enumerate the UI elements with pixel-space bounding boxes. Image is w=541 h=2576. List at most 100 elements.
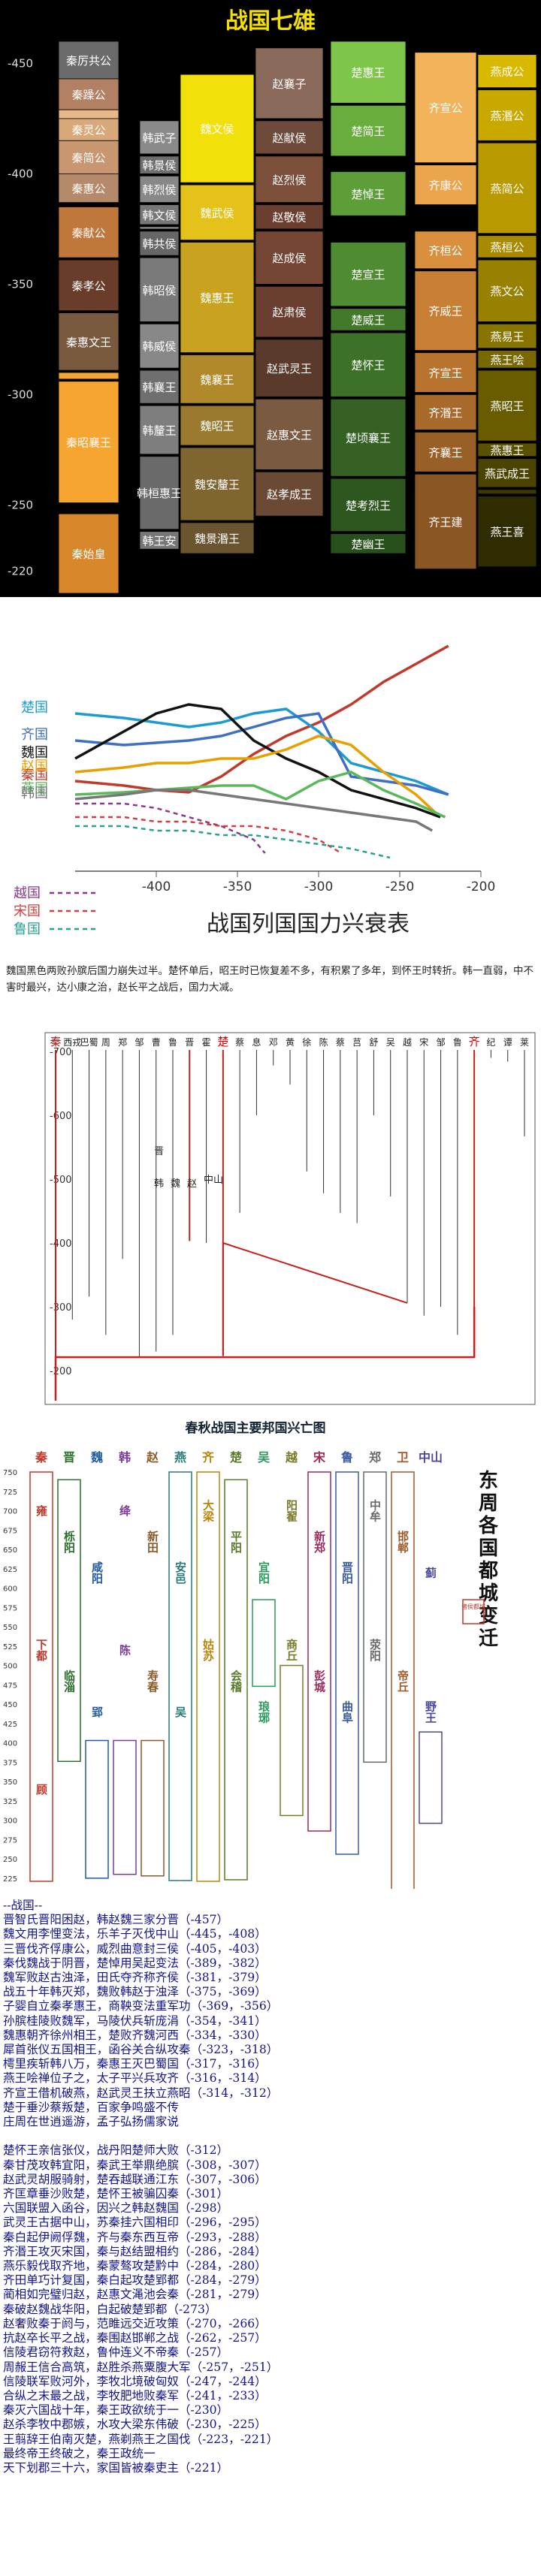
chart2-line-齐国 (74, 712, 449, 796)
chart4-state-卫: 卫 (391, 1450, 415, 1889)
chart3-state-label: 吴 (386, 1037, 395, 1048)
chart3-y-tick: -700 (50, 1047, 72, 1058)
capital-band (363, 1471, 387, 1763)
reign-bar (414, 473, 477, 570)
reign-bar (58, 41, 119, 80)
reign-bar (139, 323, 180, 369)
reign-label: 秦躁公 (71, 89, 105, 102)
capital-name: 姑苏 (201, 1638, 215, 1662)
chart4-y-tick: 550 (3, 1624, 17, 1632)
chart2-line-赵国 (74, 734, 437, 814)
reign-bar (58, 513, 119, 594)
reign-label: 秦昭襄王 (66, 436, 111, 450)
chart2-legend-韩国: 韩国 (21, 786, 48, 801)
reign-label: 燕易王 (490, 330, 524, 343)
capital-name: 大梁 (201, 1499, 215, 1523)
chart4-title-char: 城 (479, 1582, 498, 1605)
chart2-line-楚国 (74, 707, 449, 796)
chart4-state-楚: 楚 (224, 1450, 248, 1881)
chart2-line-魏国 (74, 703, 441, 819)
reign-label: 燕成公 (490, 65, 524, 79)
reign-label: 韩武子 (142, 131, 176, 145)
reign-bar (330, 478, 407, 532)
reign-label: 韩昭侯 (142, 284, 176, 297)
reign-label: 韩共侯 (142, 237, 176, 251)
chu-expansion-path (222, 1241, 408, 1356)
reign-label: 韩威侯 (142, 340, 176, 354)
capital-band (85, 1739, 109, 1879)
reign-bar (180, 74, 255, 183)
chart3-state-label: 齐 (469, 1035, 480, 1048)
reign-bar (477, 142, 537, 234)
chart3-state-label: 蔡 (336, 1037, 345, 1048)
reign-label: 秦简公 (71, 151, 105, 164)
reign-bar (477, 370, 537, 442)
reign-bar (414, 394, 477, 430)
reign-bar (330, 332, 407, 397)
capital-name: 安邑 (174, 1561, 187, 1585)
chart3-state-label: 宋 (419, 1036, 428, 1048)
chart4-state-晋: 晋 (57, 1450, 81, 1763)
reign-bar (255, 204, 324, 230)
chart4-y-tick: 575 (3, 1604, 17, 1612)
capital-name: 郢 (90, 1706, 104, 1718)
reign-bar (58, 372, 119, 380)
chart3-state-label: 越 (403, 1037, 412, 1048)
chart3-y-tick: -600 (50, 1111, 72, 1122)
chart4-y-tick: 675 (3, 1527, 17, 1535)
chart3-state-label: 鲁 (453, 1037, 462, 1048)
reign-label: 韩文侯 (142, 209, 176, 222)
chart4-state-label: 赵 (146, 1450, 159, 1464)
reign-label: 齐桓公 (428, 244, 462, 258)
reign-bar (139, 531, 180, 550)
chart3-state-label: 邹 (437, 1037, 446, 1048)
chart4-state-宋: 宋 (307, 1450, 331, 1832)
chart3-state-label: 舒 (369, 1037, 378, 1048)
reign-label: 燕惠王 (490, 444, 524, 457)
chart4-y-tick: 725 (3, 1489, 17, 1497)
reign-bar (180, 447, 255, 521)
chart2-x-tick: -350 (223, 879, 252, 894)
chart4-state-label: 魏 (90, 1450, 103, 1464)
chart3-state-label: 鲁 (168, 1037, 177, 1048)
capital-name: 咸阳 (90, 1561, 104, 1584)
capital-name: 晋阳 (340, 1561, 354, 1584)
chart4-y-tick: 400 (3, 1740, 17, 1748)
chart2-line-宋国 (75, 816, 342, 855)
chart4-y-tick: 375 (3, 1759, 17, 1767)
reign-bar (58, 173, 119, 204)
reign-label: 楚悼王 (351, 188, 385, 201)
reign-label: 燕王喜 (490, 526, 524, 539)
chart3-state-label: 秦 (50, 1035, 61, 1048)
capital-name: 新郑 (313, 1530, 326, 1554)
chart2-legend-越国: 越国 (14, 885, 41, 901)
chart4-y-tick: 275 (3, 1836, 17, 1845)
capital-name: 绛 (118, 1504, 131, 1517)
capital-name: 彭城 (313, 1670, 326, 1693)
reign-label: 楚幽王 (351, 538, 385, 551)
capital-name: 临淄 (62, 1669, 76, 1693)
reign-bar (139, 405, 180, 455)
capital-band (141, 1739, 165, 1877)
reign-bar (477, 458, 537, 488)
chart1-y-tick: -400 (8, 167, 33, 180)
chart3-inline-label: 晋 (154, 1146, 164, 1157)
chart1-y-tick: -220 (8, 565, 33, 578)
warring-states-reign-chart: 战国七雄三晋-450-400-350-300-250-220秦厉共公秦躁公秦灵公… (0, 0, 541, 597)
capital-name: 蓟 (424, 1567, 437, 1579)
chart3-y-tick: -200 (50, 1366, 72, 1377)
reign-label: 秦惠文王 (66, 336, 111, 349)
chart4-state-郑: 郑 (363, 1450, 387, 1763)
capital-name: 帝丘 (396, 1669, 410, 1692)
reign-label: 魏景湣王 (195, 532, 240, 546)
reign-bar (58, 207, 119, 258)
reign-chart-svg: 战国七雄三晋-450-400-350-300-250-220秦厉共公秦躁公秦灵公… (0, 0, 541, 597)
capital-change-svg: 750 725 700 675 650 625 600 575 550 525 500 475 450 4… (3, 1450, 499, 1889)
states-rise-fall-svg: -700-600-500-400-300-200秦 西戎巴蜀周郑邹曹鲁晋霍楚蔡息邓… (44, 1032, 536, 1436)
reign-label: 韩王安 (142, 534, 176, 547)
chart4-state-韩: 韩 (113, 1450, 137, 1875)
reign-bar (330, 104, 407, 157)
reign-label: 赵烈侯 (272, 173, 306, 187)
reign-label: 齐襄王 (428, 446, 462, 460)
